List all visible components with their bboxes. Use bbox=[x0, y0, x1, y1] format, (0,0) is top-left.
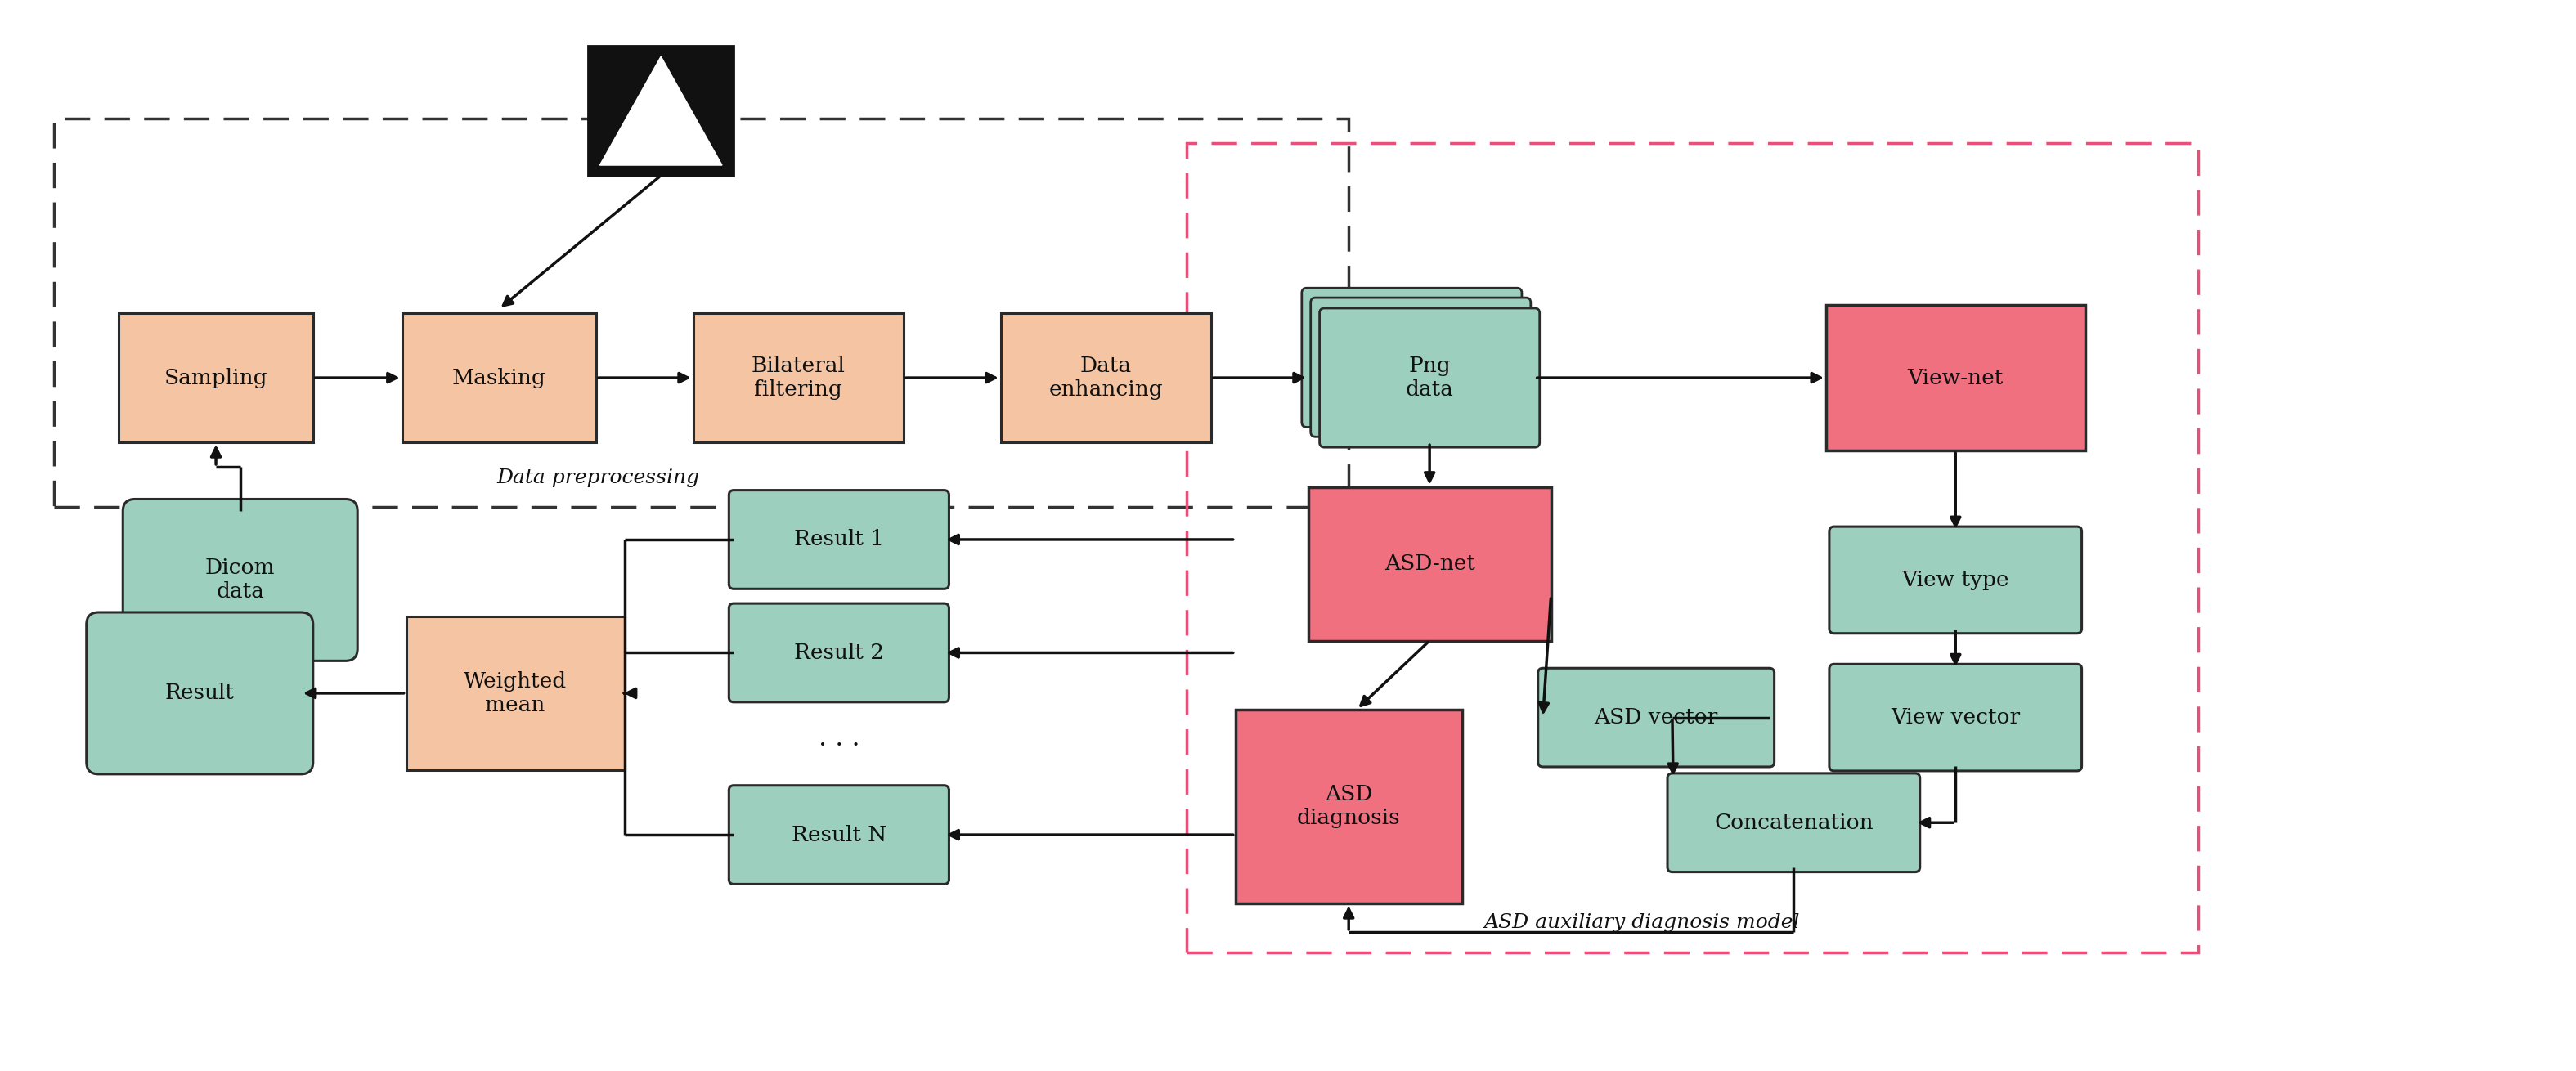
Text: Result N: Result N bbox=[791, 825, 886, 845]
Text: View type: View type bbox=[1901, 570, 2009, 590]
FancyBboxPatch shape bbox=[124, 499, 358, 661]
Text: Data
enhancing: Data enhancing bbox=[1048, 356, 1164, 399]
Text: Data preprocessing: Data preprocessing bbox=[497, 468, 698, 487]
Text: Png
data: Png data bbox=[1406, 356, 1453, 399]
Text: ASD auxiliary diagnosis model: ASD auxiliary diagnosis model bbox=[1484, 914, 1801, 932]
FancyBboxPatch shape bbox=[729, 603, 948, 703]
Text: Dicom
data: Dicom data bbox=[206, 558, 276, 602]
FancyBboxPatch shape bbox=[1826, 305, 2084, 451]
Text: Result 2: Result 2 bbox=[793, 643, 884, 663]
Text: ASD vector: ASD vector bbox=[1595, 707, 1718, 727]
FancyBboxPatch shape bbox=[407, 617, 623, 770]
Text: View-net: View-net bbox=[1909, 367, 2004, 388]
Text: View vector: View vector bbox=[1891, 707, 2020, 727]
FancyBboxPatch shape bbox=[1236, 709, 1463, 904]
Text: Bilateral
filtering: Bilateral filtering bbox=[752, 356, 845, 399]
FancyBboxPatch shape bbox=[402, 313, 595, 442]
Text: Concatenation: Concatenation bbox=[1713, 813, 1873, 833]
Polygon shape bbox=[600, 57, 721, 165]
Text: Result 1: Result 1 bbox=[793, 529, 884, 549]
Text: ASD
diagnosis: ASD diagnosis bbox=[1296, 784, 1401, 829]
FancyBboxPatch shape bbox=[1311, 298, 1530, 437]
FancyBboxPatch shape bbox=[729, 785, 948, 885]
FancyBboxPatch shape bbox=[118, 313, 314, 442]
Text: · · ·: · · · bbox=[819, 734, 860, 758]
FancyBboxPatch shape bbox=[1319, 308, 1540, 448]
FancyBboxPatch shape bbox=[729, 491, 948, 589]
Text: ASD-net: ASD-net bbox=[1383, 554, 1476, 574]
FancyBboxPatch shape bbox=[1829, 664, 2081, 771]
Text: Result: Result bbox=[165, 683, 234, 704]
Text: Masking: Masking bbox=[453, 367, 546, 388]
FancyBboxPatch shape bbox=[1829, 527, 2081, 633]
FancyBboxPatch shape bbox=[88, 613, 314, 774]
FancyBboxPatch shape bbox=[1309, 487, 1551, 640]
FancyBboxPatch shape bbox=[693, 313, 904, 442]
FancyBboxPatch shape bbox=[1301, 288, 1522, 427]
Text: Weighted
mean: Weighted mean bbox=[464, 672, 567, 715]
FancyBboxPatch shape bbox=[1538, 668, 1775, 767]
FancyBboxPatch shape bbox=[1667, 773, 1919, 872]
FancyBboxPatch shape bbox=[999, 313, 1211, 442]
Text: Sampling: Sampling bbox=[165, 367, 268, 388]
FancyBboxPatch shape bbox=[587, 46, 734, 176]
